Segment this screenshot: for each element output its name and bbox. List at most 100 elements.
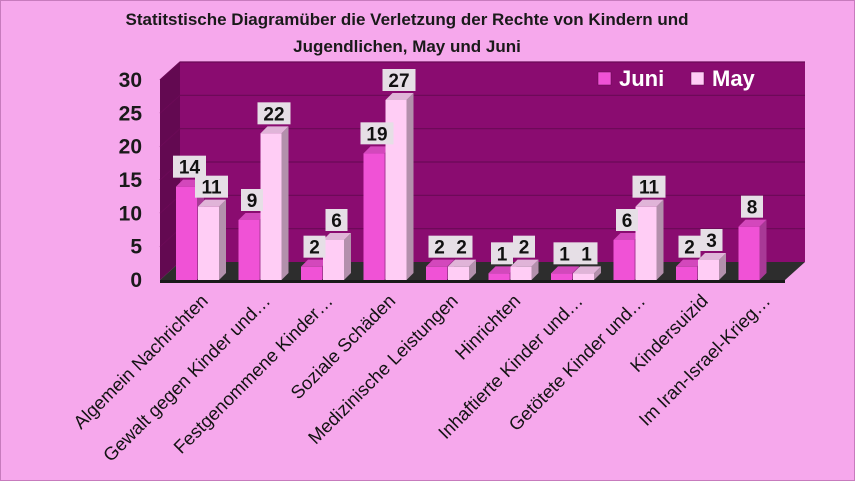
bar-side — [219, 199, 226, 280]
y-tick-label-15: 15 — [119, 169, 143, 192]
data-label-may-1: 22 — [257, 102, 291, 125]
bar-front — [176, 186, 197, 280]
bar-may-4 — [448, 259, 476, 280]
bar-top — [738, 219, 767, 227]
data-label-may-7: 11 — [632, 175, 666, 199]
bar-may-3 — [385, 93, 414, 280]
bar-side — [344, 233, 351, 280]
data-label-juni-5: 1 — [491, 242, 513, 265]
legend-swatch-juni — [597, 71, 612, 86]
bar-side — [759, 219, 767, 280]
bar-front — [698, 260, 719, 280]
bar-front — [363, 153, 385, 280]
data-label-box — [700, 229, 723, 251]
data-label-may-6: 1 — [575, 242, 598, 265]
data-label-text: 1 — [497, 244, 508, 265]
data-label-may-5: 2 — [513, 235, 535, 259]
chart-title: Statitstische Diagramüber die Verletzung… — [125, 10, 688, 56]
bar-front — [510, 266, 532, 280]
x-tick-label-3: Soziale Schäden — [286, 290, 399, 403]
bar-side — [281, 126, 289, 280]
bar-front — [448, 266, 469, 280]
bar-top — [385, 93, 414, 100]
bar-may-5 — [510, 259, 539, 280]
data-label-juni-1: 9 — [241, 189, 263, 212]
y-tick-label-5: 5 — [130, 236, 142, 259]
data-label-box — [616, 209, 638, 231]
legend: Juni May — [597, 66, 756, 91]
data-label-juni-4: 2 — [428, 235, 451, 259]
bar-top — [448, 259, 476, 267]
data-label-text: 14 — [179, 158, 201, 179]
y-axis: 0 5 10 15 20 25 30 — [119, 69, 143, 292]
data-label-text: 11 — [639, 178, 660, 199]
bar-top — [698, 253, 726, 260]
bar-side — [594, 266, 601, 280]
y-tick-label-0: 0 — [130, 269, 142, 292]
bar-top — [488, 266, 517, 274]
bar-side — [406, 93, 414, 280]
data-label-box — [195, 175, 228, 198]
bar-may-7 — [635, 199, 664, 280]
bar-top — [260, 126, 289, 134]
data-label-text: 3 — [706, 231, 717, 252]
data-label-box — [632, 175, 666, 198]
bar-side — [469, 259, 476, 280]
y-tick-label-25: 25 — [119, 102, 143, 125]
bars — [176, 93, 767, 280]
data-label-text: 22 — [263, 104, 284, 125]
bar-front — [676, 266, 697, 280]
data-label-text: 1 — [581, 244, 592, 265]
bar-may-2 — [323, 233, 351, 280]
bar-top — [551, 266, 579, 274]
data-label-box — [741, 195, 763, 218]
data-label-text: 1 — [559, 244, 570, 265]
bar-front — [613, 240, 635, 280]
bar-front — [551, 273, 572, 280]
data-label-text: 19 — [366, 124, 387, 145]
gridline-20 — [159, 128, 805, 148]
data-label-may-8: 3 — [700, 229, 723, 252]
y-tick-label-30: 30 — [119, 69, 142, 92]
bar-front — [488, 273, 510, 280]
data-label-text: 11 — [201, 178, 222, 199]
data-label-box — [360, 122, 394, 145]
legend-label-juni: Juni — [619, 66, 664, 91]
bar-front — [385, 100, 407, 280]
data-label-text: 2 — [434, 238, 445, 259]
bar-top — [301, 259, 329, 267]
data-label-may-2: 6 — [325, 209, 348, 232]
data-label-text: 9 — [247, 191, 258, 212]
data-label-box — [553, 242, 576, 265]
data-label-text: 2 — [684, 238, 695, 259]
data-label-text: 2 — [456, 238, 467, 259]
bar-front — [301, 266, 322, 280]
bar-side — [531, 259, 539, 280]
bar-side — [656, 199, 664, 280]
y-tick-label-20: 20 — [119, 136, 142, 159]
data-label-text: 6 — [331, 211, 342, 232]
data-label-box — [257, 102, 291, 125]
data-label-juni-3: 19 — [360, 122, 394, 145]
bar-top — [676, 259, 704, 267]
bar-front — [738, 226, 760, 280]
bar-may-6 — [573, 266, 601, 280]
data-label-box — [678, 235, 701, 258]
data-label-box — [513, 235, 535, 258]
data-label-box — [241, 189, 263, 211]
gridline-30 — [159, 61, 805, 81]
bar-top — [323, 233, 351, 240]
data-label-box — [491, 242, 513, 265]
bar-top — [198, 199, 226, 207]
bar-front — [426, 266, 447, 280]
data-label-box — [303, 235, 326, 258]
bar-top — [238, 213, 267, 220]
legend-label-may: May — [712, 66, 756, 91]
data-label-juni-9: 8 — [741, 195, 763, 219]
y-tick-label-10: 10 — [119, 202, 142, 225]
bar-top — [635, 199, 664, 207]
data-label-juni-8: 2 — [678, 235, 701, 259]
data-label-text: 8 — [747, 198, 758, 219]
bar-top — [573, 266, 601, 274]
